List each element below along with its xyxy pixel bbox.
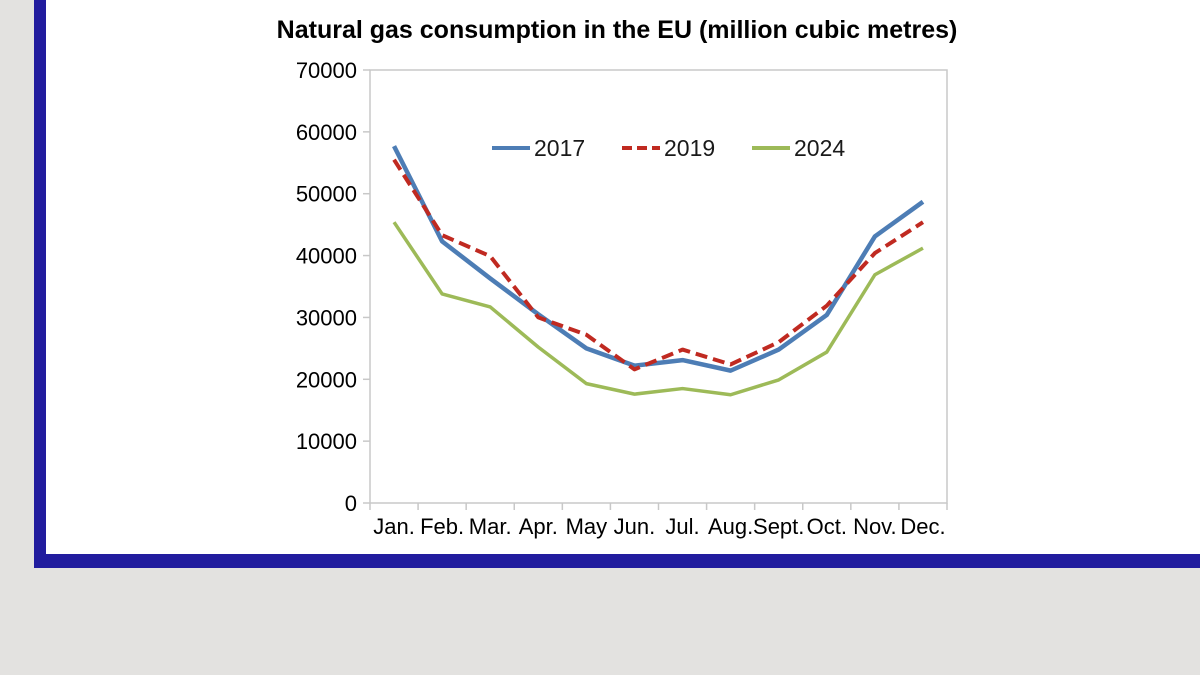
y-tick-label: 30000 (296, 305, 357, 330)
x-tick-label: Dec. (900, 514, 945, 539)
x-tick-label: Feb. (420, 514, 464, 539)
x-tick-label: Jul. (665, 514, 699, 539)
series-line-2019 (392, 158, 925, 372)
frame-left-bar (34, 0, 46, 568)
x-tick-label: Apr. (519, 514, 558, 539)
x-tick-label: Aug. (708, 514, 753, 539)
x-tick-label: Sept. (753, 514, 804, 539)
y-tick-label: 70000 (296, 58, 357, 83)
chart-title: Natural gas consumption in the EU (milli… (277, 16, 958, 44)
x-tick-label: Mar. (469, 514, 512, 539)
frame-divider-bar (34, 554, 1200, 568)
x-tick-label: Oct. (807, 514, 847, 539)
x-tick-label: Jan. (373, 514, 415, 539)
plot-border (369, 69, 948, 504)
x-tick-label: Nov. (853, 514, 897, 539)
chart-panel: Natural gas consumption in the EU (milli… (46, 0, 1200, 554)
series-line-2024 (392, 221, 924, 397)
x-tick-label: May (566, 514, 608, 539)
y-tick-label: 20000 (296, 367, 357, 392)
y-tick-label: 50000 (296, 182, 357, 207)
y-tick-label: 40000 (296, 244, 357, 269)
natural-gas-consumption-chart: Natural gas consumption in the EU (milli… (277, 16, 958, 539)
y-tick-label: 10000 (296, 429, 357, 454)
legend-label-2017: 2017 (534, 135, 585, 161)
x-tick-label: Jun. (614, 514, 656, 539)
footer-banner: VOXEU CEPR A silver lining to the Europe… (0, 568, 1200, 675)
series-line-2017 (392, 145, 925, 373)
legend-label-2024: 2024 (794, 135, 845, 161)
legend-label-2019: 2019 (664, 135, 715, 161)
y-tick-label: 0 (345, 491, 357, 516)
y-tick-label: 60000 (296, 120, 357, 145)
